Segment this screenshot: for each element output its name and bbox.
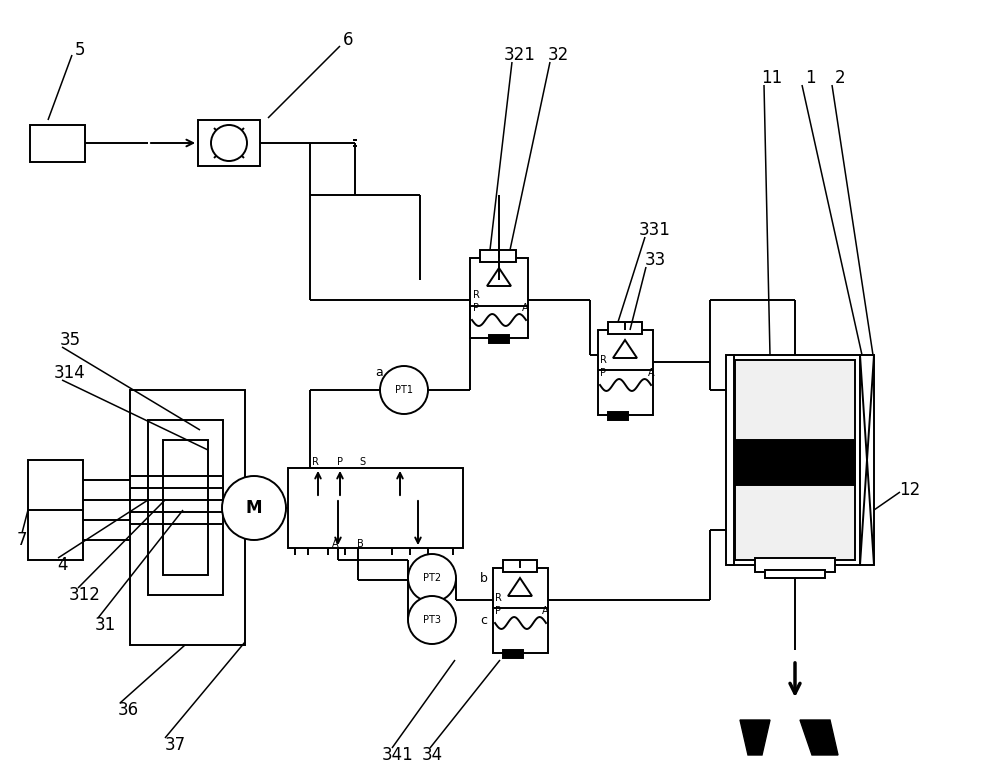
Text: PT1: PT1 [395, 385, 413, 395]
Text: 314: 314 [54, 364, 86, 382]
Text: P: P [473, 303, 479, 313]
Text: P: P [337, 457, 343, 467]
Bar [755, 558, 835, 572]
Text: 34: 34 [421, 746, 443, 764]
Text: PT2: PT2 [423, 573, 441, 583]
Circle shape [408, 554, 456, 602]
Text: 37: 37 [164, 736, 186, 754]
Circle shape [211, 125, 247, 161]
Bar [480, 250, 516, 262]
Bar [30, 125, 85, 162]
Bar [608, 412, 628, 420]
Bar [598, 330, 653, 415]
Text: 341: 341 [382, 746, 414, 764]
Text: 36: 36 [117, 701, 139, 719]
Bar [503, 650, 523, 658]
Text: 31: 31 [94, 616, 116, 634]
Text: B: B [357, 539, 363, 549]
Text: A: A [542, 606, 549, 616]
Bar [608, 322, 642, 334]
Text: PT3: PT3 [423, 615, 441, 625]
Text: 321: 321 [504, 46, 536, 64]
Circle shape [408, 596, 456, 644]
Bar [28, 460, 83, 560]
Text: A: A [332, 539, 338, 549]
Text: 33: 33 [644, 251, 666, 269]
Circle shape [222, 476, 286, 540]
Bar [489, 335, 509, 343]
Text: 312: 312 [69, 586, 101, 604]
Bar [503, 560, 537, 572]
Bar [735, 360, 855, 560]
Bar [148, 420, 223, 595]
Text: 12: 12 [899, 481, 921, 499]
Text: 1: 1 [805, 69, 815, 87]
Text: R: R [600, 355, 607, 365]
Bar [493, 568, 548, 653]
Text: a: a [375, 365, 383, 378]
Bar [765, 570, 825, 578]
Text: 7: 7 [17, 531, 27, 549]
Text: 331: 331 [639, 221, 671, 239]
Text: 4: 4 [57, 556, 67, 574]
Bar [288, 468, 463, 548]
Bar [163, 440, 208, 575]
Bar [860, 355, 874, 565]
Text: b: b [480, 572, 488, 584]
Text: 35: 35 [59, 331, 81, 349]
Text: 2: 2 [835, 69, 845, 87]
Text: c: c [480, 614, 487, 626]
Bar [470, 258, 528, 338]
Circle shape [380, 366, 428, 414]
Text: P: P [495, 606, 501, 616]
Text: R: R [312, 457, 318, 467]
Text: A: A [522, 303, 529, 313]
Text: 11: 11 [761, 69, 783, 87]
Bar [130, 390, 245, 645]
Text: R: R [495, 593, 502, 603]
Text: 5: 5 [75, 41, 85, 59]
Text: 32: 32 [547, 46, 569, 64]
Text: A: A [648, 368, 655, 378]
Bar [735, 440, 855, 485]
Text: 6: 6 [343, 31, 353, 49]
Text: P: P [600, 368, 606, 378]
Text: M: M [246, 499, 262, 517]
Polygon shape [800, 720, 838, 755]
Bar [726, 355, 734, 565]
Polygon shape [740, 720, 770, 755]
Bar [198, 120, 260, 166]
Bar [730, 355, 860, 565]
Text: R: R [473, 290, 480, 300]
Text: S: S [359, 457, 365, 467]
